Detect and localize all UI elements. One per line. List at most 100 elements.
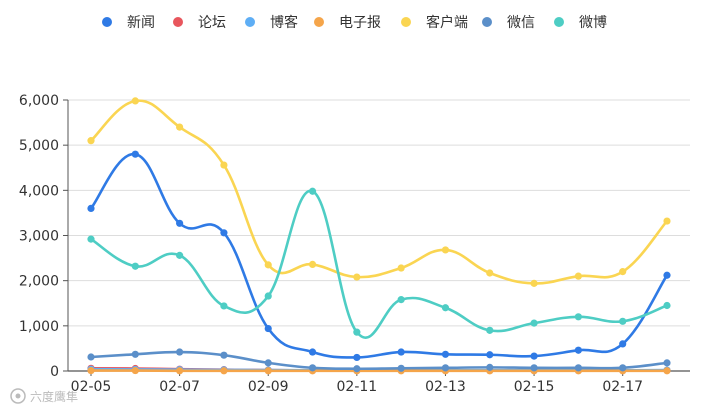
data-point[interactable] <box>619 268 627 276</box>
data-point[interactable] <box>574 272 582 280</box>
grid <box>68 99 690 372</box>
data-point[interactable] <box>131 262 139 270</box>
data-point[interactable] <box>176 251 184 259</box>
data-point[interactable] <box>264 292 272 300</box>
data-point[interactable] <box>441 246 450 254</box>
data-point[interactable] <box>308 260 317 269</box>
legend-label: 微信 <box>507 15 535 31</box>
legend-marker <box>173 17 183 27</box>
data-point[interactable] <box>264 261 272 269</box>
legend-label: 新闻 <box>127 15 155 31</box>
x-axis: 02-05 02-07 02-09 02-11 02-13 02-15 02-17 <box>71 371 643 395</box>
y-axis: 0 1,000 2,000 3,000 4,000 5,000 6,000 <box>19 93 69 380</box>
data-point[interactable] <box>220 229 228 237</box>
watermark-icon <box>10 388 26 404</box>
data-point[interactable] <box>441 350 450 358</box>
data-point[interactable] <box>397 296 405 304</box>
data-point[interactable] <box>131 366 139 375</box>
data-point[interactable] <box>530 364 538 372</box>
data-point[interactable] <box>486 351 494 359</box>
series-6 <box>87 348 671 373</box>
data-point[interactable] <box>530 352 538 360</box>
data-point[interactable] <box>574 346 582 354</box>
data-point[interactable] <box>220 367 228 375</box>
data-point[interactable] <box>486 326 494 334</box>
legend-item[interactable]: 微信 <box>482 15 535 31</box>
data-point[interactable] <box>176 348 184 356</box>
y-tick-label: 5,000 <box>19 138 59 154</box>
data-point[interactable] <box>441 304 450 312</box>
series-line <box>90 350 668 371</box>
data-point[interactable] <box>176 367 184 375</box>
data-point[interactable] <box>530 279 538 287</box>
data-point[interactable] <box>663 359 671 367</box>
x-tick-label: 02-15 <box>514 379 555 395</box>
x-tick-label: 02-17 <box>602 379 643 395</box>
data-point[interactable] <box>397 264 405 272</box>
data-point[interactable] <box>220 351 228 359</box>
data-point[interactable] <box>176 219 184 227</box>
data-point[interactable] <box>663 367 671 375</box>
data-point[interactable] <box>353 353 361 362</box>
legend-label: 电子报 <box>339 15 381 31</box>
data-point[interactable] <box>353 328 361 336</box>
data-point[interactable] <box>486 363 494 371</box>
x-tick-label: 02-13 <box>425 379 466 395</box>
data-point[interactable] <box>663 217 671 225</box>
data-point[interactable] <box>131 350 139 358</box>
legend-item[interactable]: 博客 <box>245 14 298 31</box>
data-point[interactable] <box>264 324 272 333</box>
data-point[interactable] <box>574 313 582 321</box>
data-point[interactable] <box>308 364 317 372</box>
data-point[interactable] <box>264 367 272 375</box>
data-point[interactable] <box>176 123 184 131</box>
data-point[interactable] <box>87 204 95 212</box>
data-point[interactable] <box>619 317 627 325</box>
data-point[interactable] <box>663 271 671 279</box>
legend-marker <box>314 17 324 27</box>
legend-marker <box>482 17 492 27</box>
series-5 <box>87 97 671 287</box>
watermark-text: 六度鹰隼 <box>30 389 78 404</box>
data-point[interactable] <box>87 366 95 375</box>
data-point[interactable] <box>663 301 671 310</box>
legend[interactable]: 新闻 论坛 博客 电子报 客户端 微信 微博 <box>102 14 607 31</box>
legend-item[interactable]: 论坛 <box>173 15 226 31</box>
y-tick-label: 1,000 <box>19 319 59 335</box>
x-tick-label: 02-09 <box>248 379 289 395</box>
legend-marker <box>245 17 255 27</box>
data-point[interactable] <box>397 364 405 372</box>
series-7 <box>87 187 671 339</box>
legend-item[interactable]: 电子报 <box>314 15 381 31</box>
legend-label: 博客 <box>270 14 298 31</box>
data-point[interactable] <box>87 137 95 145</box>
data-point[interactable] <box>264 359 272 367</box>
data-point[interactable] <box>530 319 538 327</box>
legend-marker <box>554 17 564 27</box>
data-point[interactable] <box>397 348 405 356</box>
data-point[interactable] <box>619 340 627 348</box>
legend-label: 微博 <box>579 14 607 31</box>
series-1 <box>87 150 671 362</box>
data-point[interactable] <box>220 161 228 169</box>
data-point[interactable] <box>353 273 361 281</box>
data-point[interactable] <box>353 365 361 373</box>
data-point[interactable] <box>87 353 95 361</box>
legend-item[interactable]: 微博 <box>554 14 607 31</box>
data-point[interactable] <box>308 348 317 356</box>
data-point[interactable] <box>87 235 95 243</box>
data-point[interactable] <box>574 364 582 372</box>
data-point[interactable] <box>308 187 317 195</box>
y-tick-label: 3,000 <box>19 229 59 245</box>
data-point[interactable] <box>486 269 494 277</box>
data-point[interactable] <box>131 97 139 105</box>
data-point[interactable] <box>441 364 450 372</box>
legend-item[interactable]: 新闻 <box>102 15 155 31</box>
data-point[interactable] <box>131 150 139 158</box>
legend-item[interactable]: 客户端 <box>401 14 468 31</box>
data-point[interactable] <box>220 302 228 310</box>
x-tick-label: 02-07 <box>159 379 200 395</box>
y-tick-label: 2,000 <box>19 274 59 290</box>
data-point[interactable] <box>619 364 627 372</box>
